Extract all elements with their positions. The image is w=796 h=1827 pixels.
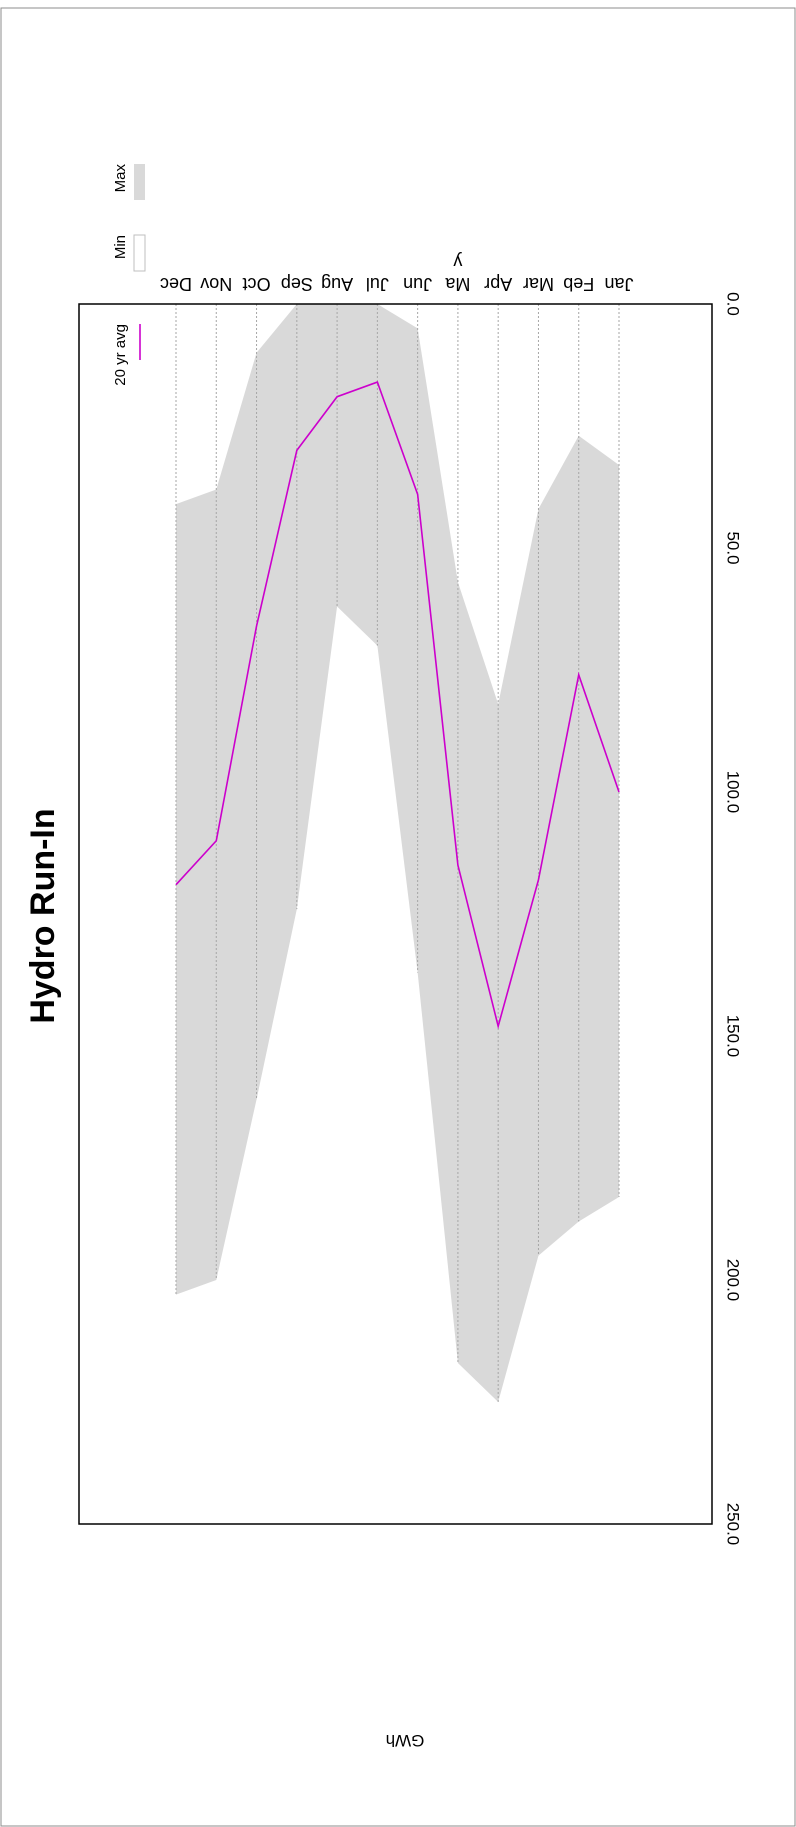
max-min-band bbox=[176, 304, 619, 1402]
grid-lines bbox=[175, 304, 620, 1402]
x-tick-label: Feb bbox=[563, 274, 594, 294]
x-tick-label: Jun bbox=[403, 274, 432, 294]
y-axis-label: GWh bbox=[386, 1731, 425, 1750]
x-tick-label: Dec bbox=[160, 274, 192, 294]
x-tick-label: Ma bbox=[444, 274, 470, 294]
x-tick-label: Jul bbox=[366, 274, 389, 294]
y-tick-label: 50.0 bbox=[724, 531, 743, 564]
legend-swatch bbox=[134, 164, 145, 200]
legend: Max Min 20 yr avg bbox=[112, 164, 146, 386]
y-tick-label: 100.0 bbox=[724, 771, 743, 814]
x-tick-label: Nov bbox=[200, 274, 232, 294]
x-tick-label: Apr bbox=[484, 274, 512, 294]
chart-title: Hydro Run-In bbox=[24, 808, 62, 1023]
x-tick-label: y bbox=[453, 252, 462, 272]
y-tick-label: 0.0 bbox=[724, 292, 743, 316]
x-axis-ticks: Jan Feb Mar Apr May Jun Jul Aug Sep Oct Nov Dec bbox=[160, 252, 634, 294]
legend-swatch bbox=[133, 234, 146, 272]
x-tick-label: Jan bbox=[604, 274, 633, 294]
chart-frame bbox=[0, 7, 796, 1827]
x-tick-label: Mar bbox=[523, 274, 554, 294]
legend-label: 20 yr avg bbox=[112, 324, 129, 386]
x-tick-label: Aug bbox=[321, 274, 353, 294]
y-tick-label: 200.0 bbox=[724, 1259, 743, 1302]
series-lines bbox=[175, 381, 620, 1030]
avg-line bbox=[175, 381, 620, 1030]
rotated-chart-group: 0.0 50.0 100.0 150.0 200.0 250.0 Jan Feb Mar Apr… bbox=[24, 164, 743, 1750]
legend-label: Min bbox=[112, 235, 129, 259]
y-tick-label: 150.0 bbox=[724, 1015, 743, 1058]
legend-label: Max bbox=[112, 164, 129, 193]
x-tick-label: Sep bbox=[281, 274, 313, 294]
plot-border bbox=[78, 303, 713, 1525]
x-tick-label: Oct bbox=[243, 274, 271, 294]
plot-area bbox=[176, 304, 619, 1402]
y-axis-ticks: 0.0 50.0 100.0 150.0 200.0 250.0 bbox=[724, 292, 743, 1545]
y-tick-label: 250.0 bbox=[724, 1503, 743, 1546]
